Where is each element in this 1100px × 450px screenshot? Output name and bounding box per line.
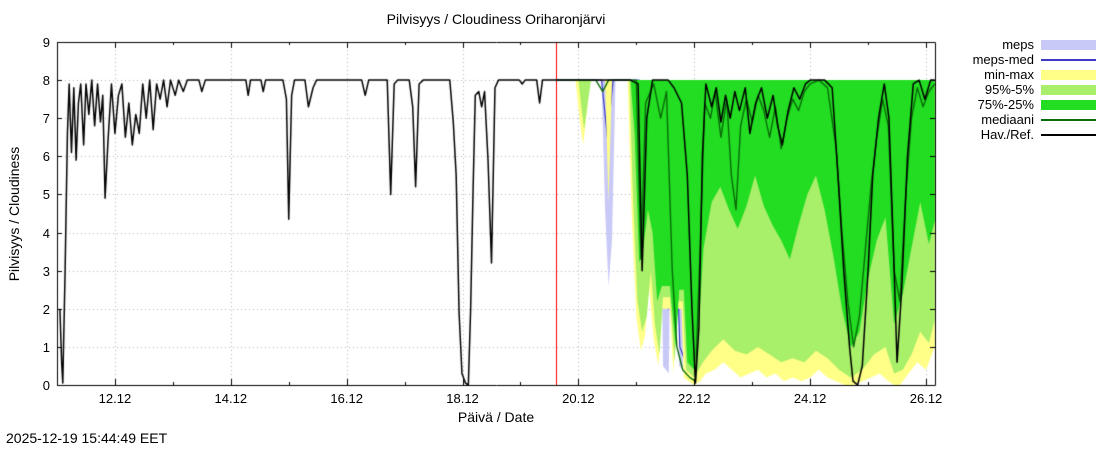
x-tick-label: 26.12: [909, 391, 943, 406]
legend-label: meps: [1002, 37, 1034, 52]
legend-swatch-line: [1041, 118, 1096, 121]
legend-swatch-band: [1041, 39, 1096, 50]
legend-label: 95%-5%: [984, 82, 1034, 97]
chart-title: Pilvisyys / Cloudiness Oriharonjärvi: [386, 11, 606, 27]
x-axis-label: Päivä / Date: [457, 409, 535, 425]
legend-swatch-line: [1041, 133, 1096, 136]
x-tick-label: 14.12: [214, 391, 248, 406]
legend-label: meps-med: [972, 52, 1034, 67]
y-tick-label: 0: [42, 378, 50, 393]
legend-swatch-line: [1041, 58, 1096, 61]
legend-item: Hav./Ref.: [973, 127, 1096, 142]
legend: meps meps-med min-max 95%-5% 75%-25% mediaani…: [972, 37, 1096, 142]
y-tick-label: 6: [42, 149, 50, 165]
x-tick-label: 12.12: [98, 391, 132, 406]
legend-item: 75%-25%: [973, 97, 1096, 112]
y-tick-label: 7: [42, 111, 50, 127]
legend-item: meps: [973, 37, 1096, 52]
x-tick-label: 20.12: [562, 391, 595, 406]
legend-item: meps-med: [972, 52, 1096, 67]
y-tick-label: 5: [42, 187, 50, 203]
generation-timestamp: 2025-12-19 15:44:49 EET: [6, 430, 168, 446]
legend-item: min-max: [973, 67, 1096, 82]
legend-swatch-band: [1041, 69, 1096, 80]
x-tick-label: 22.12: [678, 391, 711, 406]
x-tick-label: 16.12: [330, 391, 363, 406]
legend-item: 95%-5%: [973, 82, 1096, 97]
y-tick-label: 2: [42, 301, 50, 317]
y-tick-label: 1: [42, 339, 50, 355]
y-tick-label: 4: [42, 225, 50, 241]
y-tick-label: 9: [42, 35, 50, 50]
y-axis-label: Pilvisyys / Cloudiness: [6, 146, 22, 282]
legend-swatch-band: [1041, 84, 1096, 95]
legend-label: 75%-25%: [977, 97, 1034, 112]
x-tick-label: 24.12: [793, 391, 827, 406]
x-tick-label: 18.12: [446, 391, 479, 406]
y-tick-label: 3: [42, 263, 50, 279]
legend-label: min-max: [984, 67, 1034, 82]
legend-swatch-band: [1041, 99, 1096, 110]
legend-label: mediaani: [981, 112, 1034, 127]
legend-item: mediaani: [973, 112, 1096, 127]
legend-label: Hav./Ref.: [980, 127, 1034, 142]
y-tick-label: 8: [42, 73, 50, 89]
